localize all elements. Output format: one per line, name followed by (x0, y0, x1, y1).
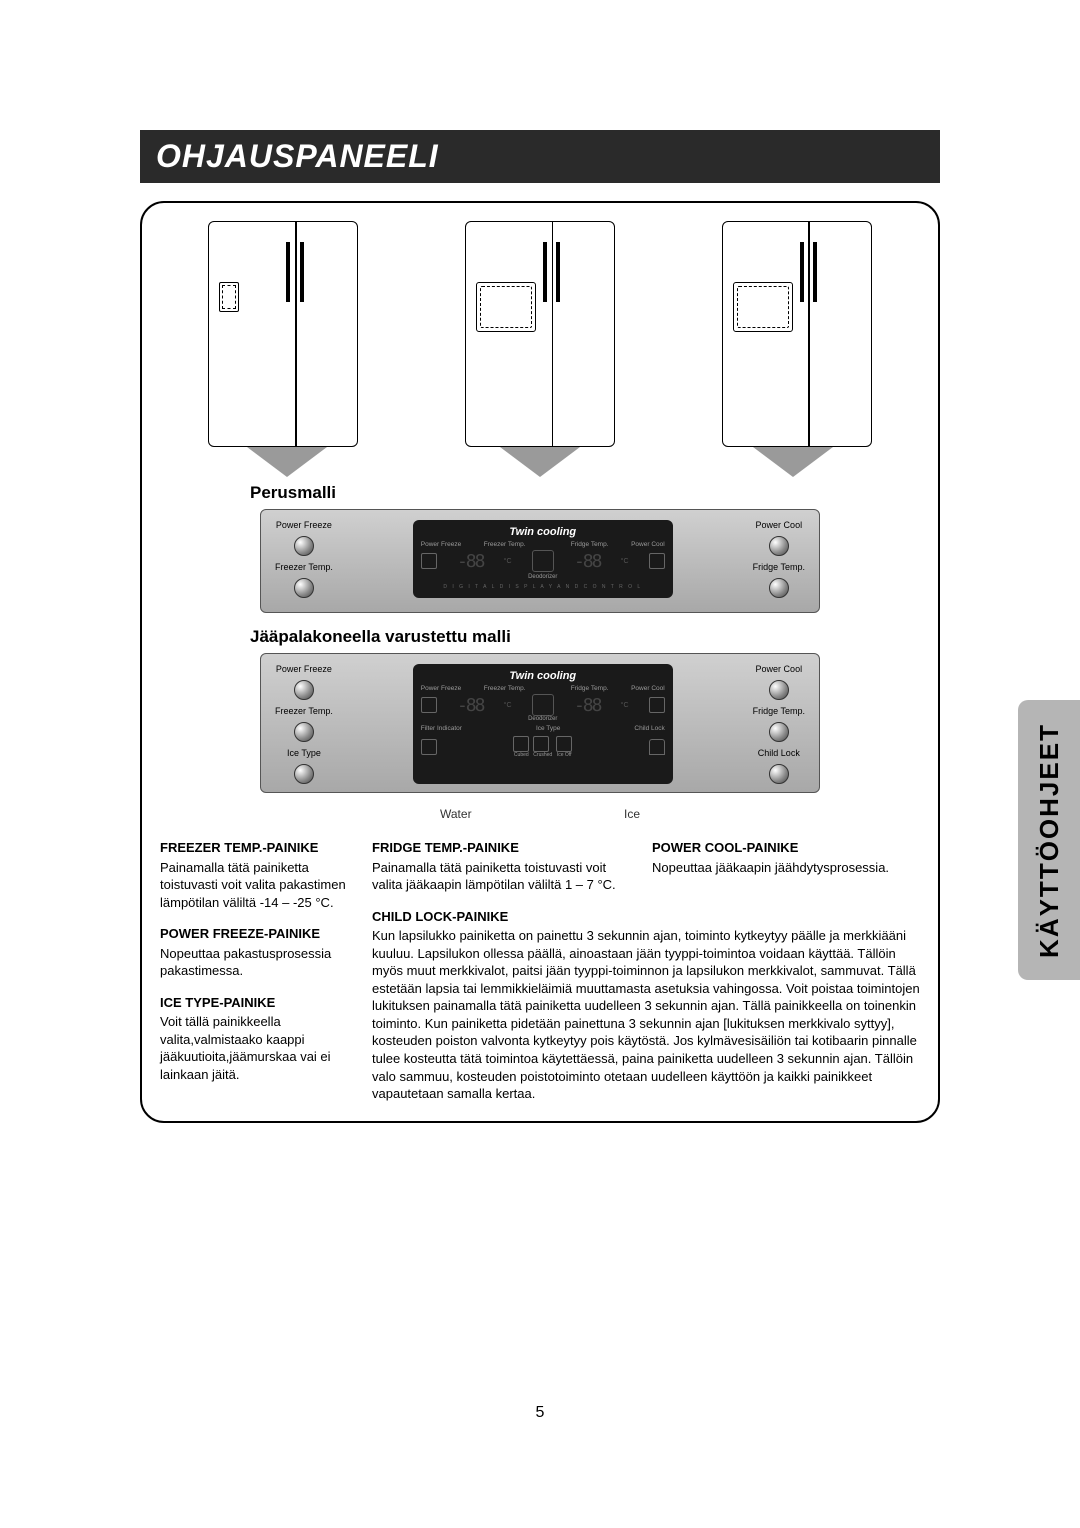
desc-child-lock: CHILD LOCK-PAINIKE Kun lapsilukko painik… (372, 908, 920, 1103)
basic-model-label: Perusmalli (250, 483, 920, 503)
desc-power-freeze: POWER FREEZE-PAINIKE Nopeuttaa pakastusp… (160, 925, 360, 980)
freeze-icon (421, 553, 437, 569)
desc-power-freeze-body: Nopeuttaa pakastusprosessia pakastimessa… (160, 945, 360, 980)
icetype-label-disp: Ice Type (536, 725, 560, 732)
fridge-temp-button[interactable] (769, 578, 789, 598)
power-cool-button-2[interactable] (769, 680, 789, 700)
water-ice-row: Water Ice (410, 807, 670, 821)
fridge-illustrations-row (160, 221, 920, 447)
desc-power-cool-title: POWER COOL-PAINIKE (652, 839, 920, 857)
water-label: Water (440, 807, 472, 821)
fridge-temp-button-2[interactable] (769, 722, 789, 742)
filter-label: Filter Indicator (421, 725, 462, 732)
lock-icon (649, 739, 665, 755)
fridge-basic (208, 221, 358, 447)
power-cool-button[interactable] (769, 536, 789, 556)
control-panel-ice: Power Freeze Freezer Temp. Ice Type Twin… (260, 653, 820, 793)
desc-freezer-temp-body: Painamalla tätä painiketta toistuvasti v… (160, 859, 360, 912)
center-icon-2 (532, 694, 554, 716)
seg-right: -88 (574, 551, 601, 572)
twin-cooling-label: Twin cooling (421, 526, 665, 538)
deodorizer-label: Deodorizer (421, 574, 665, 580)
desc-fridge-temp-title: FRIDGE TEMP.-PAINIKE (372, 839, 640, 857)
center-icon (532, 550, 554, 572)
freezer-temp-button-2[interactable] (294, 722, 314, 742)
desc-child-lock-body: Kun lapsilukko painiketta on painettu 3 … (372, 927, 920, 1102)
fridge-temp-label: Fridge Temp. (753, 562, 805, 572)
fridge-temp-label-2: Fridge Temp. (753, 706, 805, 716)
desc-ice-type: ICE TYPE-PAINIKE Voit tällä painikkeella… (160, 994, 360, 1084)
fridge-dispenser-1 (465, 221, 615, 447)
main-content-box: Perusmalli Power Freeze Freezer Temp. Tw… (140, 201, 940, 1123)
desc-ice-type-body: Voit tällä painikkeella valita,valmistaa… (160, 1013, 360, 1083)
crushed-label: Crushed (533, 752, 552, 758)
crushed-icon (533, 736, 549, 752)
twin-cooling-label-2: Twin cooling (421, 670, 665, 682)
ice-model-label: Jääpalakoneella varustettu malli (250, 627, 920, 647)
freezer-temp-button[interactable] (294, 578, 314, 598)
cubed-icon (513, 736, 529, 752)
unit-left-2: °C (504, 702, 512, 709)
display-basic: Twin cooling Power Freeze Freezer Temp. … (413, 520, 673, 598)
disp-ft-2: Freezer Temp. (484, 685, 526, 692)
iceoff-label: Ice Off (556, 752, 572, 758)
control-panel-basic: Power Freeze Freezer Temp. Twin cooling … (260, 509, 820, 613)
cool-icon-2 (649, 697, 665, 713)
desc-ice-type-title: ICE TYPE-PAINIKE (160, 994, 360, 1012)
deodorizer-label-2: Deodorizer (421, 716, 665, 722)
unit-right-2: °C (621, 702, 629, 709)
disp-pc-2: Power Cool (631, 685, 665, 692)
desc-freezer-temp: FREEZER TEMP.-PAINIKE Painamalla tätä pa… (160, 839, 360, 911)
power-cool-label-2: Power Cool (756, 664, 803, 674)
power-freeze-button-2[interactable] (294, 680, 314, 700)
disp-frt: Fridge Temp. (571, 541, 609, 548)
ice-label: Ice (624, 807, 640, 821)
power-freeze-label-2: Power Freeze (276, 664, 332, 674)
disp-pc: Power Cool (631, 541, 665, 548)
unit-left: °C (504, 558, 512, 565)
child-lock-button[interactable] (769, 764, 789, 784)
page-title: OHJAUSPANEELI (140, 130, 940, 183)
display-ice: Twin cooling Power Freeze Freezer Temp. … (413, 664, 673, 784)
power-freeze-button[interactable] (294, 536, 314, 556)
seg-left-2: -88 (457, 695, 484, 716)
cubed-label: Cubed (513, 752, 529, 758)
power-cool-label: Power Cool (756, 520, 803, 530)
descriptions: FREEZER TEMP.-PAINIKE Painamalla tätä pa… (160, 839, 920, 1103)
freeze-icon-2 (421, 697, 437, 713)
unit-right: °C (621, 558, 629, 565)
seg-left: -88 (457, 551, 484, 572)
child-lock-label: Child Lock (758, 748, 800, 758)
side-tab-text: KÄYTTÖOHJEET (1034, 723, 1065, 958)
disp-ft: Freezer Temp. (484, 541, 526, 548)
freezer-temp-label: Freezer Temp. (275, 562, 333, 572)
seg-right-2: -88 (574, 695, 601, 716)
freezer-temp-label-2: Freezer Temp. (275, 706, 333, 716)
desc-freezer-temp-title: FREEZER TEMP.-PAINIKE (160, 839, 360, 857)
desc-child-lock-title: CHILD LOCK-PAINIKE (372, 908, 920, 926)
desc-fridge-temp-body: Painamalla tätä painiketta toistuvasti v… (372, 859, 640, 894)
desc-power-cool-body: Nopeuttaa jääkaapin jäähdytysprosessia. (652, 859, 920, 877)
ice-type-button[interactable] (294, 764, 314, 784)
digital-footer: D I G I T A L D I S P L A Y A N D C O N … (421, 584, 665, 590)
desc-power-cool: POWER COOL-PAINIKE Nopeuttaa jääkaapin j… (652, 839, 920, 894)
desc-power-freeze-title: POWER FREEZE-PAINIKE (160, 925, 360, 943)
childlock-label-disp: Child Lock (634, 725, 664, 732)
side-tab: KÄYTTÖOHJEET (1018, 700, 1080, 980)
page-number: 5 (0, 1404, 1080, 1422)
iceoff-icon (556, 736, 572, 752)
disp-pf-2: Power Freeze (421, 685, 461, 692)
fridge-dispenser-2 (722, 221, 872, 447)
disp-pf: Power Freeze (421, 541, 461, 548)
power-freeze-label: Power Freeze (276, 520, 332, 530)
filter-icon (421, 739, 437, 755)
ice-type-label: Ice Type (287, 748, 321, 758)
desc-fridge-temp: FRIDGE TEMP.-PAINIKE Painamalla tätä pai… (372, 839, 640, 894)
disp-frt-2: Fridge Temp. (571, 685, 609, 692)
cool-icon (649, 553, 665, 569)
